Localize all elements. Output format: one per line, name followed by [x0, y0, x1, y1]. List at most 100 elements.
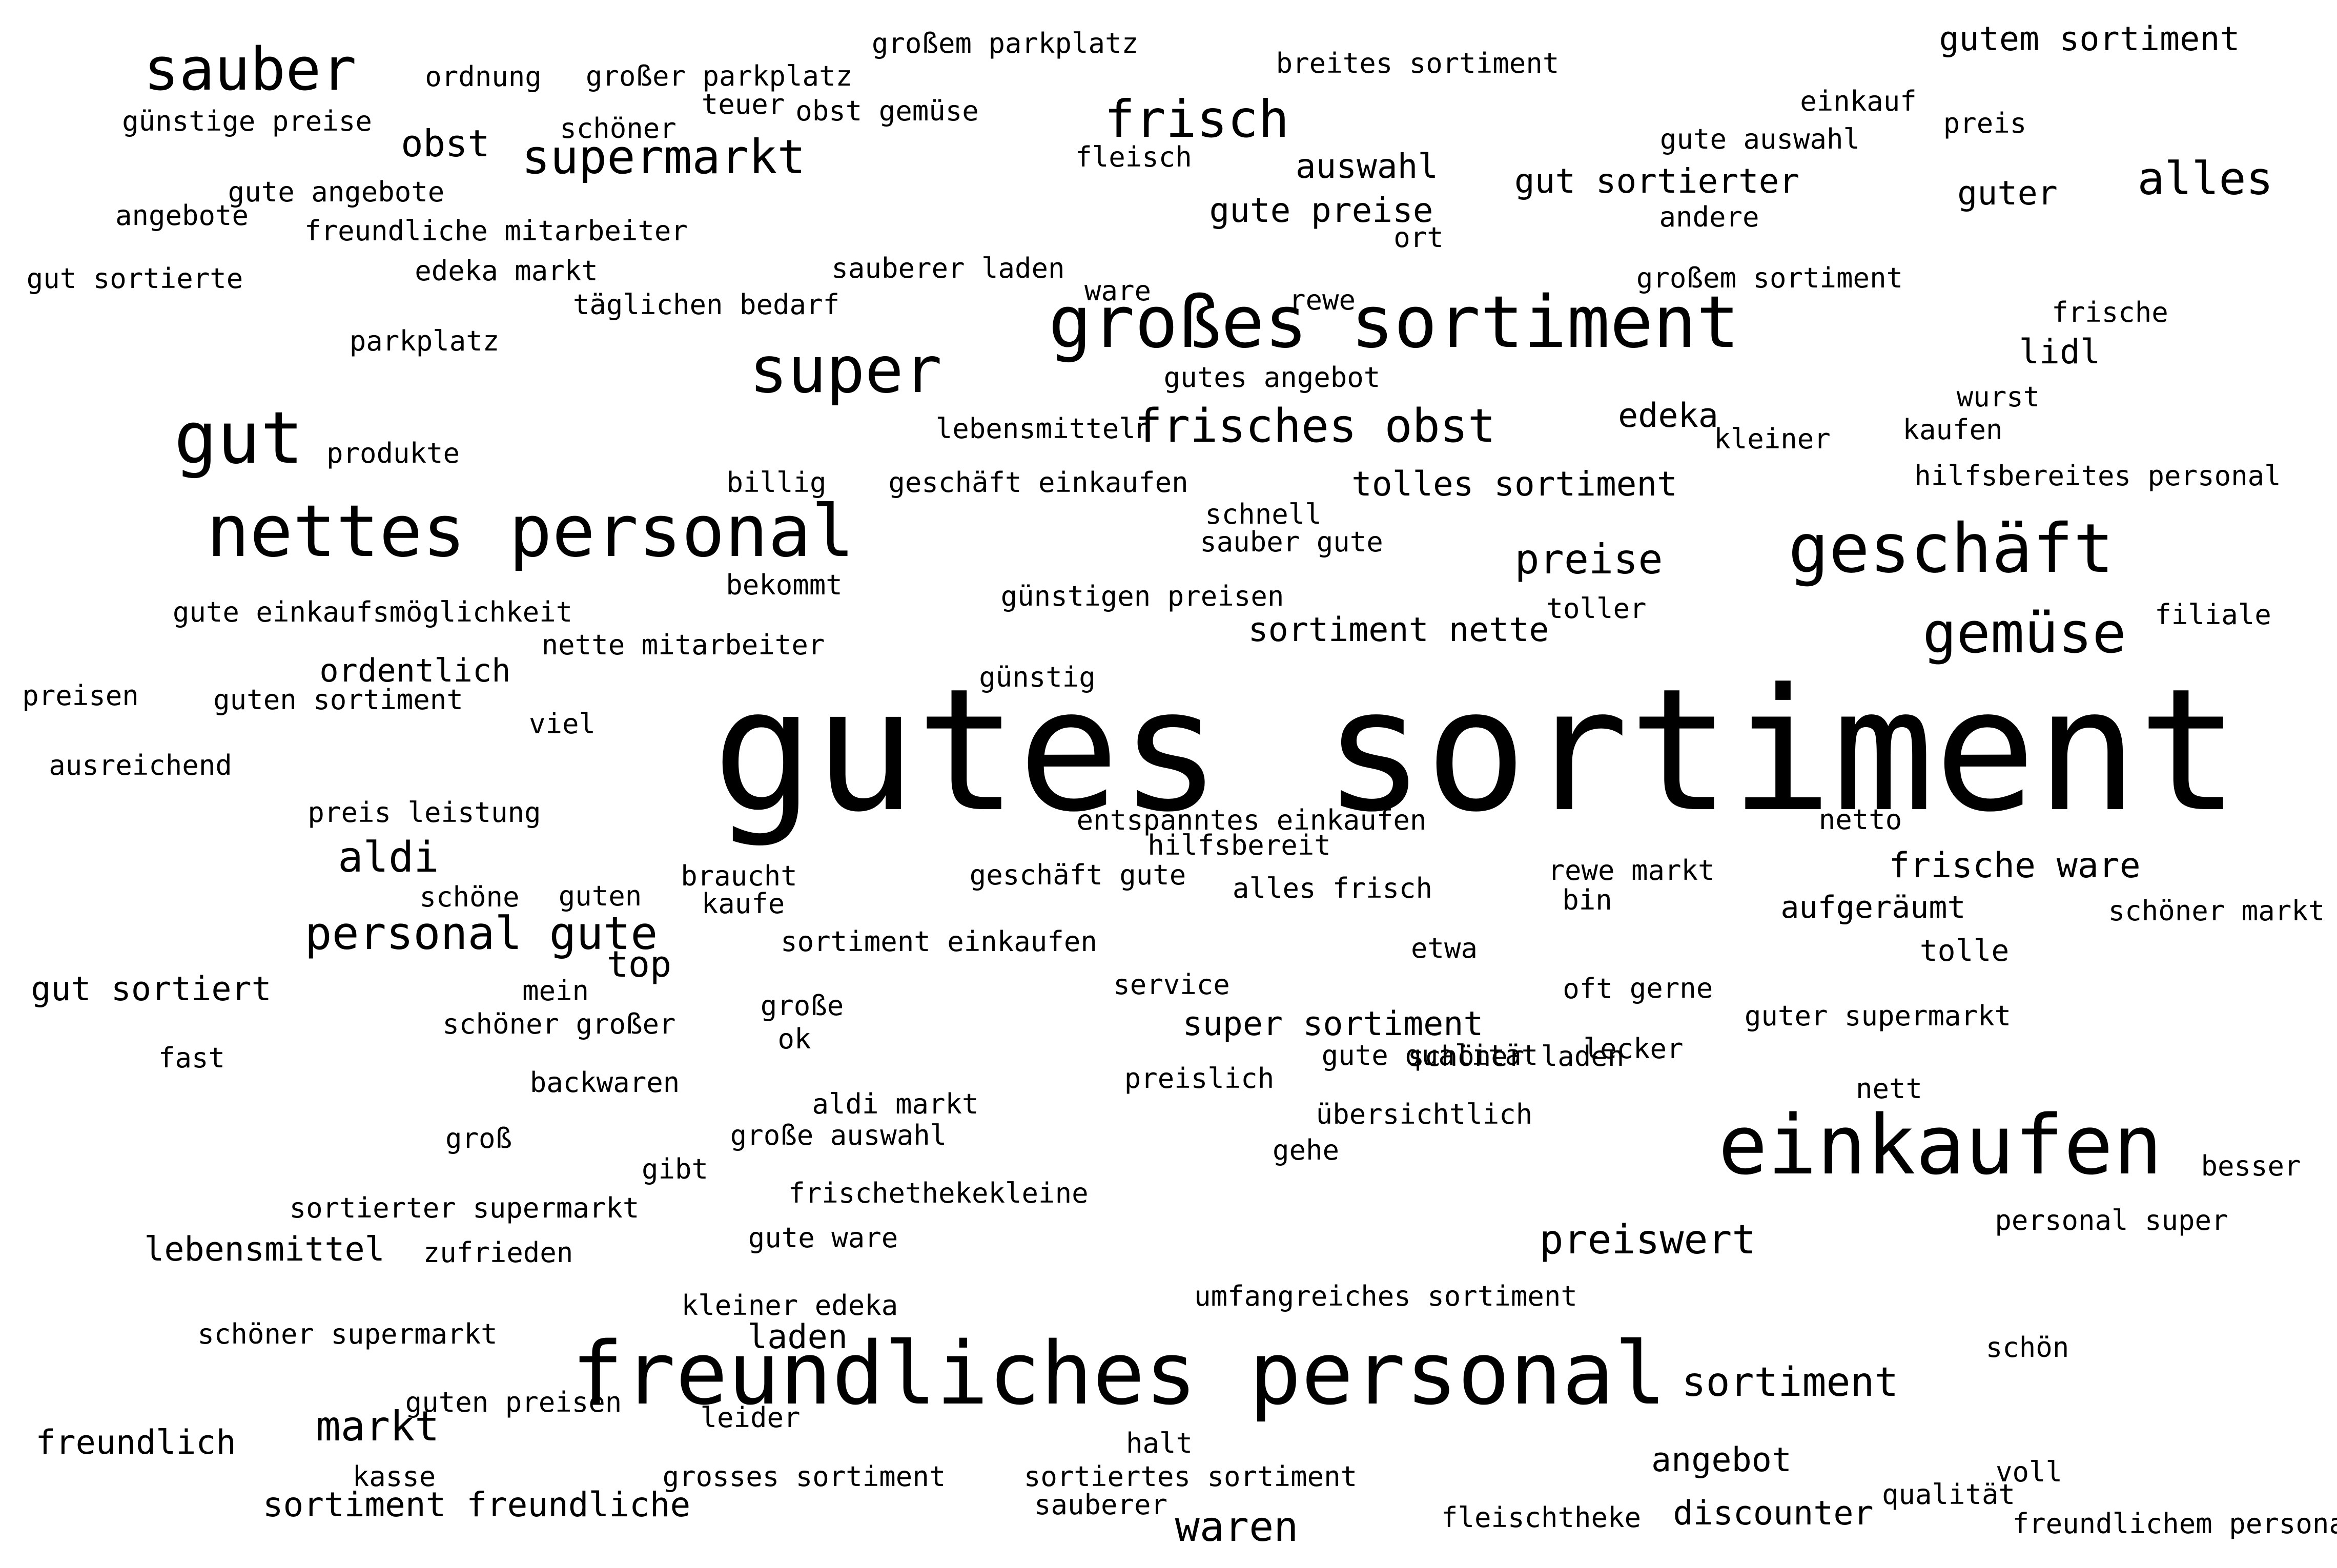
- cloud-word: frische ware: [1889, 845, 2141, 886]
- cloud-word: gerne: [1629, 972, 1713, 1004]
- cloud-word: entspanntes einkaufen: [1076, 804, 1427, 836]
- cloud-word: personal super: [1995, 1204, 2228, 1236]
- cloud-word: besser: [2201, 1150, 2301, 1182]
- cloud-word: voll: [1995, 1456, 2063, 1488]
- cloud-word: übersichtlich: [1316, 1098, 1533, 1130]
- cloud-word: rewe markt: [1548, 854, 1715, 886]
- cloud-word: nett: [1855, 1072, 1923, 1105]
- cloud-word: kaufe: [701, 888, 785, 920]
- cloud-word: freundlich: [35, 1423, 236, 1462]
- cloud-word: gutes angebot: [1163, 361, 1381, 394]
- cloud-word: gute einkaufsmöglichkeit: [172, 596, 573, 628]
- cloud-word: frisch: [1104, 89, 1289, 149]
- cloud-word: viel: [528, 708, 596, 740]
- cloud-word: preis leistung: [308, 796, 541, 829]
- cloud-word: waren: [1175, 1503, 1299, 1551]
- cloud-word: gute ware: [748, 1222, 898, 1254]
- cloud-word: alles frisch: [1232, 872, 1433, 904]
- cloud-word: braucht: [681, 860, 797, 892]
- cloud-word: wurst: [1956, 381, 2040, 413]
- cloud-word: frisches obst: [1134, 399, 1496, 453]
- cloud-word: geschäft: [1788, 509, 2114, 588]
- cloud-word: kasse: [352, 1460, 436, 1493]
- cloud-word: nette mitarbeiter: [541, 629, 825, 661]
- cloud-word: gute angebote: [228, 176, 445, 208]
- cloud-word: supermarkt: [522, 130, 806, 184]
- cloud-word: großes sortiment: [1048, 281, 1740, 364]
- cloud-word: große auswahl: [730, 1119, 947, 1151]
- cloud-word: edeka markt: [415, 255, 598, 287]
- cloud-word: frische: [2052, 296, 2168, 328]
- cloud-word: ware: [1084, 275, 1152, 307]
- cloud-word: großem sortiment: [1636, 262, 1903, 294]
- cloud-word: preisen: [22, 679, 139, 712]
- cloud-word: einkauf: [1800, 85, 1917, 117]
- cloud-word: frischethekekleine: [788, 1177, 1089, 1209]
- cloud-word: tolles sortiment: [1351, 464, 1677, 504]
- cloud-word: preise: [1514, 535, 1663, 583]
- cloud-word: groß: [445, 1122, 512, 1154]
- cloud-word: preislich: [1124, 1062, 1275, 1095]
- cloud-word: täglichen bedarf: [572, 288, 840, 321]
- cloud-word: freundlichem personal: [2012, 1508, 2337, 1540]
- cloud-word: schöne: [419, 881, 520, 913]
- cloud-word: top: [606, 943, 672, 985]
- cloud-word: produkte: [326, 437, 460, 469]
- cloud-word: gutem sortiment: [1939, 20, 2240, 58]
- cloud-word: andere: [1659, 201, 1759, 233]
- cloud-word: gemüse: [1922, 600, 2126, 666]
- cloud-word: sauberer laden: [831, 252, 1065, 284]
- cloud-word: aufgeräumt: [1780, 890, 1966, 925]
- cloud-word: preiswert: [1539, 1217, 1756, 1263]
- cloud-word: zufrieden: [423, 1236, 573, 1269]
- cloud-word: geschäft gute: [969, 859, 1186, 891]
- cloud-word: schöner supermarkt: [197, 1318, 498, 1350]
- cloud-word: service: [1113, 968, 1230, 1001]
- cloud-word: filiale: [2155, 599, 2271, 631]
- cloud-word: guten: [558, 880, 642, 912]
- cloud-word: discounter: [1673, 1494, 1874, 1533]
- cloud-word: angebot: [1651, 1441, 1792, 1479]
- cloud-word: sauber: [144, 35, 357, 104]
- cloud-word: preis: [1943, 107, 2027, 139]
- cloud-word: hilfsbereit: [1147, 829, 1331, 861]
- cloud-word: guten preisen: [405, 1386, 622, 1418]
- cloud-word: schöner großer: [442, 1008, 676, 1040]
- cloud-word: laden: [747, 1318, 848, 1356]
- cloud-word: backwaren: [529, 1066, 680, 1099]
- cloud-word: etwa: [1410, 932, 1478, 964]
- cloud-word: breites sortiment: [1276, 47, 1560, 79]
- cloud-word: sortiment nette: [1248, 611, 1549, 649]
- cloud-word: schöner laden: [1407, 1040, 1625, 1072]
- cloud-word: ordentlich: [319, 652, 511, 689]
- cloud-word: lidl: [2019, 332, 2101, 372]
- cloud-word: freundliches personal: [571, 1323, 1667, 1424]
- cloud-word: ok: [777, 1023, 811, 1055]
- cloud-word: große: [760, 989, 844, 1022]
- cloud-word: kleiner: [1714, 423, 1831, 455]
- cloud-word: ort: [1393, 221, 1444, 254]
- cloud-word: einkaufen: [1718, 1097, 2163, 1193]
- cloud-word: mein: [522, 975, 589, 1007]
- cloud-word: guten sortiment: [213, 684, 463, 716]
- cloud-word: super: [749, 333, 942, 407]
- cloud-word: sortiment freundliche: [262, 1485, 691, 1524]
- cloud-word: netto: [1818, 803, 1902, 836]
- cloud-word: personal gute: [304, 907, 658, 960]
- cloud-word: obst: [401, 122, 490, 165]
- cloud-word: rewe: [1288, 284, 1356, 316]
- cloud-word: angebote: [115, 199, 249, 232]
- cloud-word: gute auswahl: [1659, 123, 1860, 155]
- cloud-word: gutes sortiment: [712, 652, 2240, 849]
- cloud-word: schöner markt: [2108, 895, 2325, 927]
- cloud-word: lebensmitteln: [935, 412, 1153, 445]
- cloud-word: gut sortierter: [1514, 161, 1800, 201]
- cloud-word: gute qualität: [1321, 1039, 1539, 1071]
- cloud-word: kaufen: [1902, 414, 2003, 446]
- cloud-word: gut sortierte: [26, 262, 243, 295]
- cloud-word: lebensmittel: [144, 1230, 385, 1269]
- cloud-word: markt: [316, 1402, 440, 1450]
- cloud-word: sauberer: [1034, 1489, 1168, 1521]
- cloud-word: obst gemüse: [795, 95, 979, 127]
- cloud-word: fleischtheke: [1441, 1501, 1642, 1534]
